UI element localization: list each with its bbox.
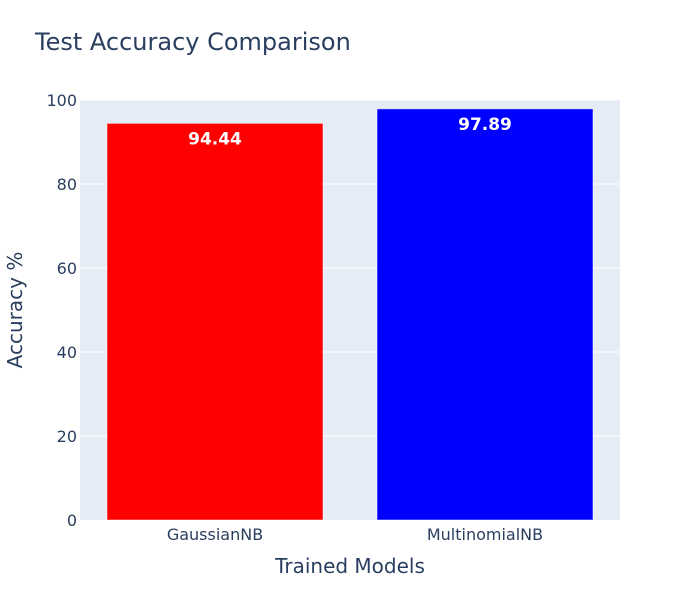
- y-tick-label: 0: [67, 511, 77, 530]
- y-tick-label: 40: [57, 343, 77, 362]
- x-axis-title: Trained Models: [274, 554, 425, 578]
- y-tick-label: 100: [46, 91, 77, 110]
- bar-multinomialnb: [376, 108, 594, 521]
- y-tick-label: 20: [57, 427, 77, 446]
- bar-value-labels: 94.44 97.89: [188, 115, 512, 149]
- y-axis-title: Accuracy %: [3, 252, 27, 369]
- y-tick-label: 60: [57, 259, 77, 278]
- bar-value-label: 97.89: [458, 115, 512, 135]
- x-tick-label: MultinomialNB: [427, 525, 543, 544]
- chart-title: Test Accuracy Comparison: [34, 28, 351, 56]
- y-axis-ticks: 0 20 40 60 80 100: [46, 91, 77, 530]
- bars: [106, 108, 594, 521]
- x-axis-ticks: GaussianNB MultinomialNB: [167, 525, 543, 544]
- y-tick-label: 80: [57, 175, 77, 194]
- bar-value-label: 94.44: [188, 129, 242, 149]
- x-tick-label: GaussianNB: [167, 525, 263, 544]
- bar-gaussiannb: [106, 122, 324, 521]
